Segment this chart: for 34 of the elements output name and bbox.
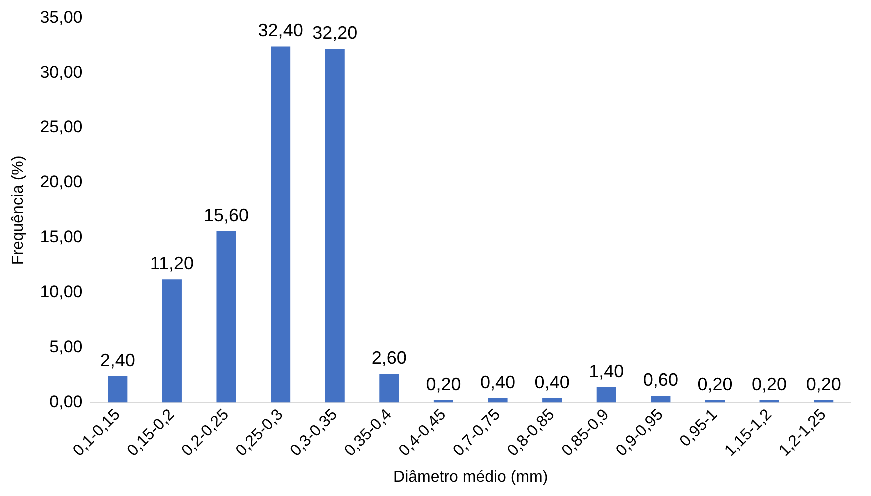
bar <box>651 396 671 403</box>
y-tick-label: 35,00 <box>40 8 83 27</box>
data-label: 32,40 <box>258 20 304 41</box>
y-tick-label: 15,00 <box>40 228 83 247</box>
bar <box>108 376 128 403</box>
y-tick-label: 5,00 <box>50 337 83 356</box>
data-label: 11,20 <box>150 254 194 274</box>
bar <box>325 48 345 403</box>
bar <box>380 374 400 403</box>
y-tick-label: 20,00 <box>40 172 83 192</box>
y-tick-label: 30,00 <box>40 62 83 82</box>
bar <box>271 46 291 403</box>
bar <box>216 231 236 403</box>
x-axis-title: Diâmetro médio (mm) <box>394 468 548 486</box>
data-label: 0,40 <box>534 372 570 392</box>
data-label: 2,40 <box>100 350 136 370</box>
data-label: 0,60 <box>643 370 678 390</box>
data-label: 0,20 <box>806 374 842 394</box>
bar <box>542 398 562 403</box>
bar <box>162 280 182 403</box>
data-label: 15,60 <box>204 205 250 226</box>
data-label: 0,20 <box>426 374 462 394</box>
data-label: 32,20 <box>312 22 358 43</box>
data-label: 0,40 <box>480 372 516 392</box>
y-axis-title: Frequência (%) <box>10 156 28 266</box>
data-label: 0,20 <box>752 374 788 394</box>
y-tick-label: 10,00 <box>40 282 83 302</box>
bar <box>488 398 508 403</box>
data-label: 2,60 <box>372 348 407 368</box>
data-label: 0,20 <box>698 374 733 394</box>
data-label: 1,40 <box>589 361 624 382</box>
bar <box>596 387 616 403</box>
y-tick-label: 25,00 <box>40 118 83 137</box>
y-tick-label: 0,00 <box>50 392 83 412</box>
